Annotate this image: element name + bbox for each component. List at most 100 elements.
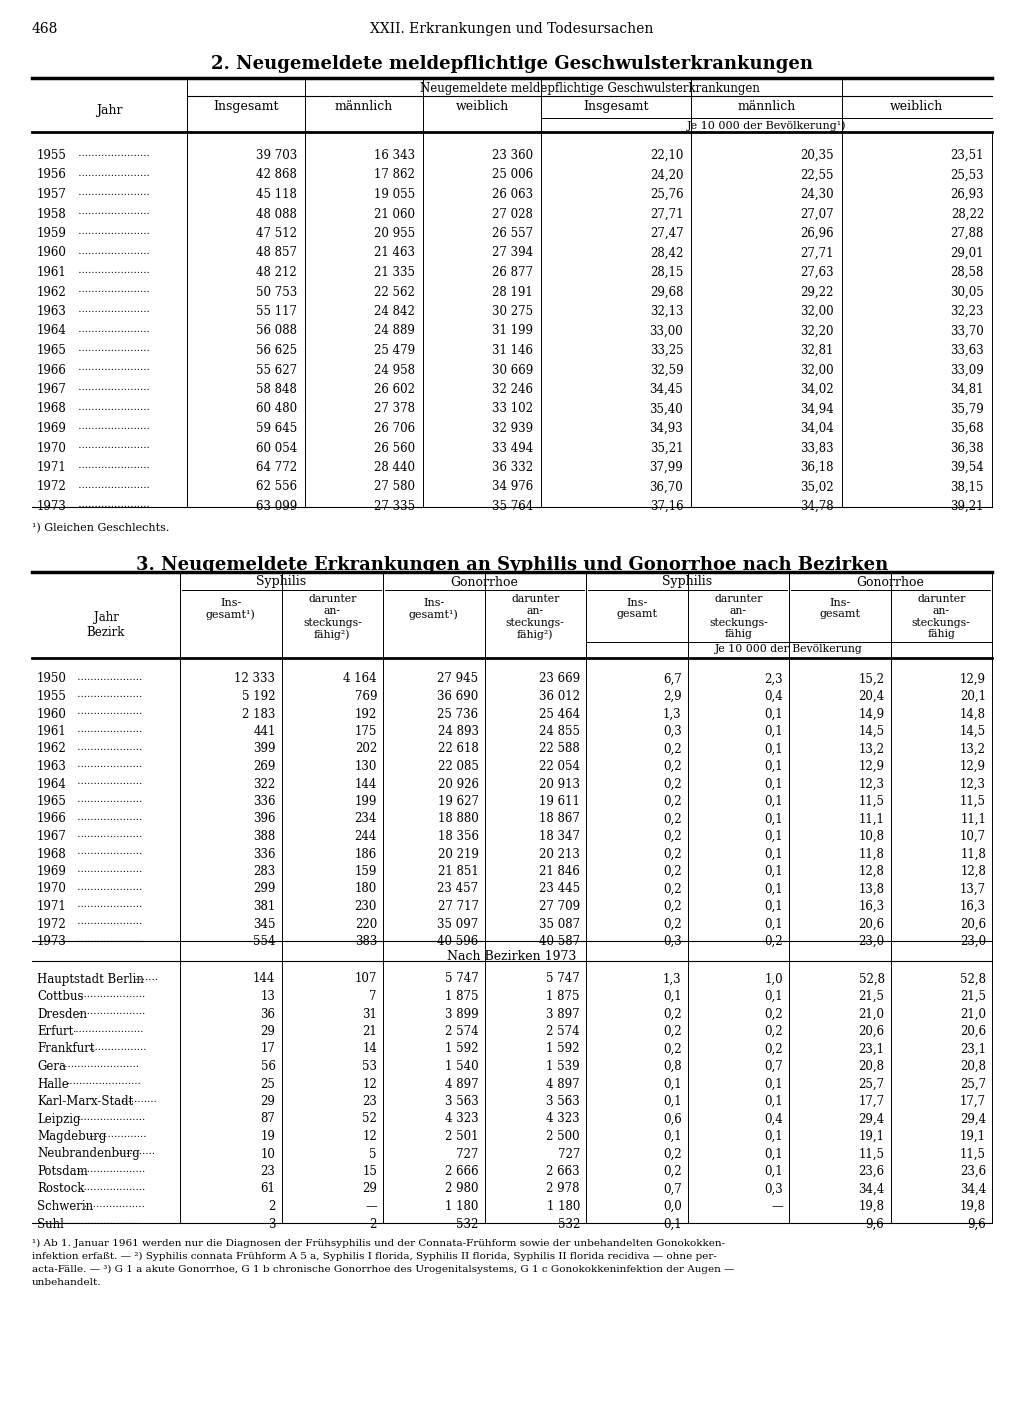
Text: ....................: ....................	[74, 760, 142, 769]
Text: 55 117: 55 117	[256, 305, 297, 318]
Text: ......................: ......................	[75, 403, 150, 411]
Text: 17,7: 17,7	[959, 1095, 986, 1107]
Text: 24,20: 24,20	[650, 169, 683, 182]
Text: 35,40: 35,40	[649, 403, 683, 415]
Text: ......................: ......................	[72, 1025, 143, 1034]
Text: ....................: ....................	[74, 725, 142, 735]
Text: 29,68: 29,68	[650, 285, 683, 299]
Text: 0,1: 0,1	[663, 1095, 682, 1107]
Text: 0,2: 0,2	[764, 1042, 783, 1055]
Text: 4 323: 4 323	[444, 1113, 478, 1126]
Text: 13,2: 13,2	[961, 743, 986, 756]
Text: 36 012: 36 012	[539, 691, 580, 703]
Text: 34,78: 34,78	[800, 501, 834, 513]
Text: .....................: .....................	[78, 990, 145, 1000]
Text: 27,07: 27,07	[800, 207, 834, 221]
Text: 39,21: 39,21	[950, 501, 984, 513]
Text: 21 335: 21 335	[374, 267, 415, 279]
Text: 12,9: 12,9	[961, 672, 986, 685]
Text: 22 054: 22 054	[539, 760, 580, 773]
Text: 1966: 1966	[37, 363, 67, 377]
Text: 5: 5	[370, 1147, 377, 1160]
Text: 23,1: 23,1	[858, 1042, 885, 1055]
Text: 192: 192	[354, 708, 377, 720]
Text: 9,6: 9,6	[865, 1218, 885, 1231]
Text: ......................: ......................	[75, 461, 150, 469]
Text: 1956: 1956	[37, 169, 67, 182]
Text: 18 880: 18 880	[437, 813, 478, 825]
Text: 1 539: 1 539	[547, 1061, 580, 1073]
Text: 25,7: 25,7	[959, 1078, 986, 1090]
Text: 0,3: 0,3	[764, 1183, 783, 1195]
Text: 26,93: 26,93	[950, 189, 984, 201]
Text: 11,8: 11,8	[961, 848, 986, 861]
Text: 19 627: 19 627	[437, 795, 478, 808]
Text: männlich: männlich	[335, 101, 393, 113]
Text: 24 855: 24 855	[539, 725, 580, 737]
Text: 345: 345	[253, 917, 275, 930]
Text: darunter
an-
steckungs-
fähig²): darunter an- steckungs- fähig²)	[506, 594, 564, 640]
Text: 23,1: 23,1	[961, 1042, 986, 1055]
Text: 0,3: 0,3	[663, 934, 682, 949]
Text: 2,9: 2,9	[663, 691, 682, 703]
Text: 34,04: 34,04	[800, 423, 834, 435]
Text: 0,1: 0,1	[663, 1218, 682, 1231]
Text: 26 560: 26 560	[374, 441, 415, 455]
Text: 0,1: 0,1	[764, 848, 783, 861]
Text: 35,21: 35,21	[650, 441, 683, 455]
Text: 1973: 1973	[37, 501, 67, 513]
Text: 23,6: 23,6	[959, 1166, 986, 1178]
Text: ....................: ....................	[74, 691, 142, 699]
Text: 0,1: 0,1	[764, 1147, 783, 1160]
Text: 0,2: 0,2	[764, 1008, 783, 1021]
Text: .....................: .....................	[78, 1113, 145, 1122]
Text: 14,5: 14,5	[858, 725, 885, 737]
Text: 1967: 1967	[37, 830, 67, 842]
Text: 37,99: 37,99	[649, 461, 683, 474]
Text: ......................: ......................	[75, 325, 150, 333]
Text: 12: 12	[362, 1130, 377, 1143]
Text: 36: 36	[260, 1008, 275, 1021]
Text: ......................: ......................	[75, 363, 150, 373]
Text: 1960: 1960	[37, 708, 67, 720]
Text: 62 556: 62 556	[256, 481, 297, 493]
Text: 56: 56	[260, 1061, 275, 1073]
Text: 23,0: 23,0	[959, 934, 986, 949]
Text: 3 897: 3 897	[547, 1008, 580, 1021]
Text: 20,1: 20,1	[961, 691, 986, 703]
Text: 2: 2	[370, 1218, 377, 1231]
Text: 25,76: 25,76	[649, 189, 683, 201]
Text: 25 006: 25 006	[492, 169, 534, 182]
Text: 21 463: 21 463	[374, 247, 415, 259]
Text: 25,7: 25,7	[858, 1078, 885, 1090]
Text: Frankfurt: Frankfurt	[37, 1042, 94, 1055]
Text: 532: 532	[558, 1218, 580, 1231]
Text: 1957: 1957	[37, 189, 67, 201]
Text: 11,5: 11,5	[858, 1147, 885, 1160]
Text: Jahr
Bezirk: Jahr Bezirk	[87, 611, 125, 640]
Text: 0,7: 0,7	[764, 1061, 783, 1073]
Text: 0,1: 0,1	[764, 725, 783, 737]
Text: 0,2: 0,2	[764, 934, 783, 949]
Text: 0,2: 0,2	[663, 848, 682, 861]
Text: .....................: .....................	[78, 1166, 145, 1174]
Text: 2,3: 2,3	[764, 672, 783, 685]
Text: 1962: 1962	[37, 285, 67, 299]
Text: 4 897: 4 897	[547, 1078, 580, 1090]
Text: 29,22: 29,22	[801, 285, 834, 299]
Text: 26 706: 26 706	[374, 423, 415, 435]
Text: 23 457: 23 457	[437, 882, 478, 896]
Text: 0,1: 0,1	[764, 760, 783, 773]
Text: 0,4: 0,4	[764, 1113, 783, 1126]
Text: 299: 299	[253, 882, 275, 896]
Text: 388: 388	[253, 830, 275, 842]
Text: 20 219: 20 219	[437, 848, 478, 861]
Text: 34,4: 34,4	[858, 1183, 885, 1195]
Text: 244: 244	[354, 830, 377, 842]
Text: 1,3: 1,3	[663, 973, 682, 986]
Text: 34,45: 34,45	[649, 383, 683, 396]
Text: 52,8: 52,8	[858, 973, 885, 986]
Text: 175: 175	[354, 725, 377, 737]
Text: 12,3: 12,3	[961, 777, 986, 790]
Text: 12,3: 12,3	[858, 777, 885, 790]
